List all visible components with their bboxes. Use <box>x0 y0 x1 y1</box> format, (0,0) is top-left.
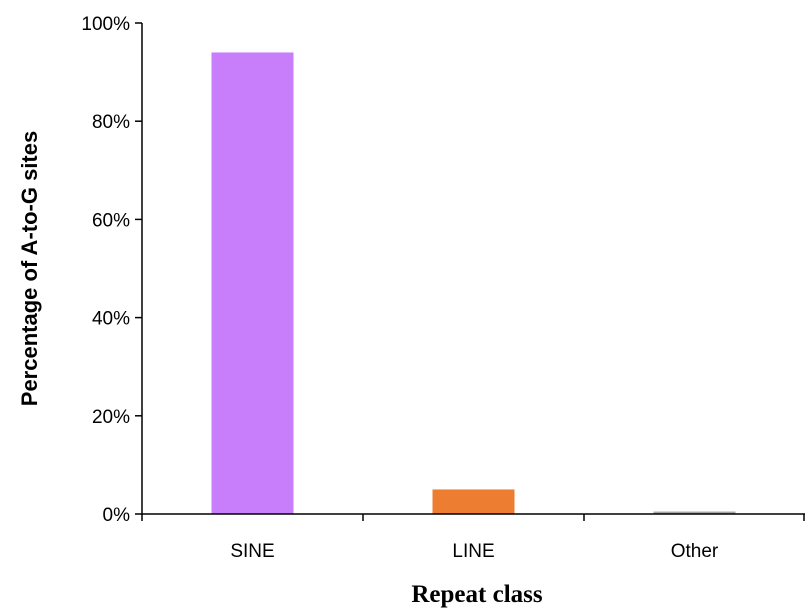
bar-other <box>653 511 736 514</box>
y-tick-label: 60% <box>92 210 130 231</box>
x-axis-label: Repeat class <box>411 581 542 608</box>
x-tick-label: LINE <box>452 541 494 562</box>
bars <box>211 52 736 515</box>
x-tick-label: Other <box>671 541 719 562</box>
x-axis-ticks: SINE LINE Other <box>141 514 805 562</box>
y-tick-label: 80% <box>92 112 130 133</box>
y-axis-label: Percentage of A-to-G sites <box>17 131 42 406</box>
bar-line <box>432 489 515 514</box>
bar-sine <box>211 52 294 515</box>
y-tick-label: 20% <box>92 407 130 428</box>
y-axis-ticks: 0% 20% 40% 60% 80% 100% <box>81 14 142 526</box>
x-tick-label: SINE <box>230 541 274 562</box>
y-tick-label: 40% <box>92 309 130 330</box>
y-tick-label: 100% <box>81 14 130 35</box>
y-tick-label: 0% <box>103 505 131 526</box>
